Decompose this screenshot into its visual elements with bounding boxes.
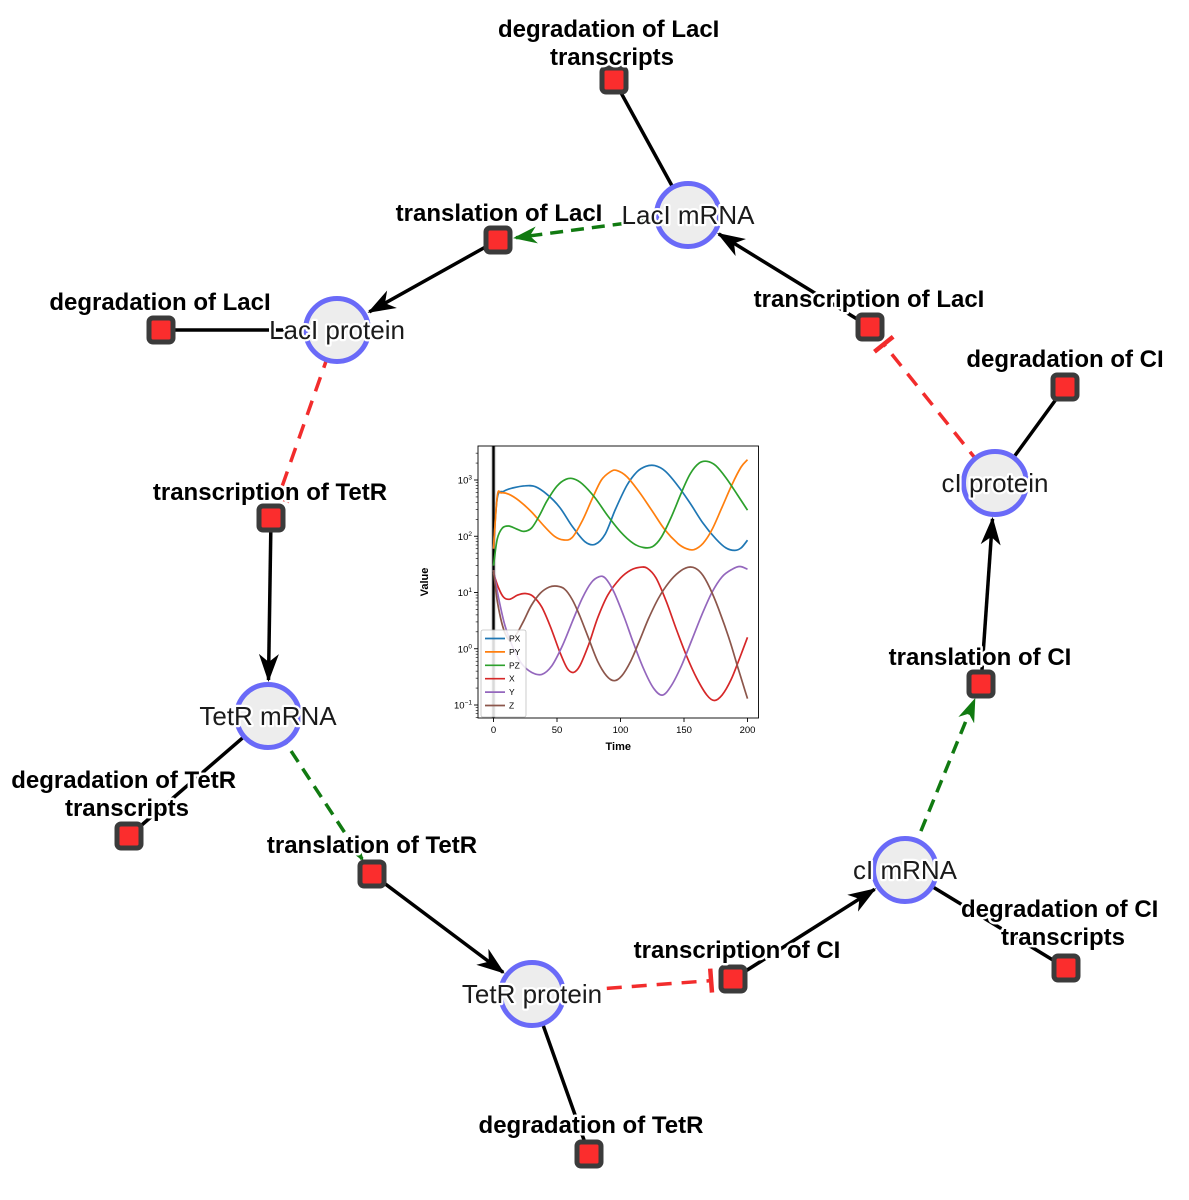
species-node-ci-mrna	[871, 836, 939, 904]
edge-transcriptiontetr-tetrmrna	[258, 517, 279, 682]
species-label-tetr-protein: TetR protein	[462, 979, 602, 1009]
reaction-node-transcription-laci	[855, 312, 885, 342]
x-tick-label: 50	[552, 725, 563, 736]
reaction-label-transcription-ci: transcription of CI	[634, 937, 841, 964]
reaction-label-degradation-tetr-transcripts: degradation of TetR transcripts	[11, 767, 243, 822]
reaction-label-degradation-laci: degradation of LacI	[49, 289, 270, 316]
x-tick-label: 150	[676, 725, 692, 736]
edge-translationlaci-laciprotein	[367, 238, 499, 314]
species-label-ci-protein: cI protein	[942, 468, 1049, 498]
reaction-node-degradation-laci	[146, 315, 176, 345]
plot-area	[490, 446, 749, 718]
reaction-label-translation-laci: translation of LacI	[396, 200, 603, 227]
x-tick-label: 200	[740, 725, 756, 736]
y-tick-label: 100	[458, 643, 473, 655]
species-label-laci-mrna: LacI mRNA	[622, 200, 756, 230]
reaction-label-translation-tetr: translation of TetR	[267, 832, 477, 859]
species-label-ci-mrna: cI mRNA	[853, 855, 958, 885]
series-line-z	[492, 566, 749, 699]
edge-translationci-ciprotein	[979, 516, 1001, 685]
species-node-tetr-protein	[498, 960, 566, 1028]
y-tick-label: 102	[458, 531, 473, 543]
reaction-node-translation-laci	[483, 225, 513, 255]
reaction-node-translation-tetr	[357, 859, 387, 889]
reaction-label-degradation-tetr: degradation of TetR	[479, 1112, 704, 1139]
species-node-laci-protein	[303, 296, 371, 364]
series-line-y	[492, 565, 748, 696]
reaction-node-degradation-ci-transcripts	[1051, 953, 1081, 983]
axes-frame	[477, 445, 759, 719]
species-node-ci-protein	[961, 449, 1029, 517]
reaction-node-degradation-laci-transcripts	[599, 65, 629, 95]
legend-label-px: PX	[509, 634, 521, 644]
reaction-node-transcription-tetr	[256, 503, 286, 533]
species-label-laci-protein: LacI protein	[269, 315, 405, 345]
edge-transcriptionci-cimrna	[732, 887, 877, 981]
reaction-node-degradation-ci	[1050, 372, 1080, 402]
reaction-label-transcription-tetr: transcription of TetR	[153, 479, 387, 506]
reaction-label-degradation-ci: degradation of CI	[966, 346, 1163, 373]
x-tick-label: 0	[491, 725, 496, 736]
legend: PX PY PZ XYZ	[480, 629, 527, 718]
edge-transcriptionlaci-lacimrna	[716, 232, 871, 329]
edge-translationtetr-tetrprotein	[370, 872, 505, 974]
y-axis-title: Value	[419, 568, 431, 597]
y-tick-label: 103	[458, 475, 473, 487]
species-node-laci-mrna	[654, 181, 722, 249]
legend-label-py: PY	[509, 647, 521, 657]
x-tick-label: 100	[613, 725, 629, 736]
series-line-px	[492, 464, 749, 552]
reaction-node-transcription-ci	[718, 964, 748, 994]
reaction-label-degradation-laci-transcripts: degradation of LacI transcripts	[498, 16, 726, 71]
series-line-pz	[492, 460, 749, 566]
species-node-tetr-mrna	[234, 682, 302, 750]
reaction-node-degradation-tetr-transcripts	[114, 821, 144, 851]
legend-label-z: Z	[509, 701, 514, 711]
y-tick-label: 101	[458, 587, 473, 599]
series-line-py	[492, 459, 749, 551]
y-tick-label: 10−1	[454, 700, 472, 712]
reaction-node-degradation-tetr	[574, 1139, 604, 1169]
series-line-x	[492, 566, 749, 702]
reaction-label-degradation-ci-transcripts: degradation of CI transcripts	[961, 896, 1165, 951]
reaction-label-translation-ci: translation of CI	[889, 644, 1072, 671]
legend-label-y: Y	[509, 687, 515, 697]
reaction-node-translation-ci	[966, 669, 996, 699]
species-label-tetr-mrna: TetR mRNA	[199, 701, 337, 731]
legend-label-pz: PZ	[509, 660, 520, 670]
reaction-label-transcription-laci: transcription of LacI	[754, 286, 985, 313]
x-axis-title: Time	[606, 741, 631, 753]
legend-label-x: X	[509, 674, 515, 684]
